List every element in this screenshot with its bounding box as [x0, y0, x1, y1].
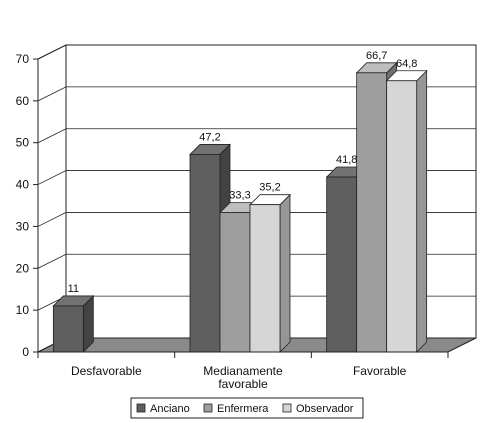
gridline [37, 44, 476, 60]
bar-anciano-0 [52, 294, 95, 353]
bar-front [219, 212, 251, 353]
value-label: 35,2 [259, 182, 280, 194]
y-tick-label: 50 [16, 136, 30, 150]
value-label: 33,3 [229, 190, 250, 202]
y-tick-label: 10 [16, 303, 30, 317]
gridline [37, 128, 476, 144]
bar-front [386, 80, 418, 353]
gridline [37, 86, 476, 102]
value-label: 11 [68, 283, 79, 295]
legend-label: Anciano [150, 403, 190, 415]
y-tick-label: 60 [16, 94, 30, 108]
x-category-label: Medianamente [203, 364, 283, 378]
bar-observador-2 [385, 69, 428, 353]
bar-observador-1 [249, 193, 291, 353]
bar-front [189, 154, 221, 353]
value-label: 64,8 [396, 58, 417, 70]
y-tick-label: 30 [16, 219, 30, 233]
y-axis: 0 10 20 30 40 50 60 70 [16, 52, 39, 359]
bar-front [52, 305, 84, 353]
legend-label: Observador [296, 403, 354, 415]
y-tick-label: 70 [16, 52, 30, 66]
legend-swatch-enfermera [203, 403, 213, 413]
legend-swatch-anciano [136, 403, 146, 413]
x-category-label: favorable [218, 377, 268, 391]
y-tick-label: 20 [16, 261, 30, 275]
legend-label: Enfermera [217, 403, 269, 415]
value-label: 47,2 [199, 131, 220, 143]
legend: Anciano Enfermera Observador [130, 397, 364, 419]
legend-swatch-observador [282, 403, 292, 413]
bars [52, 61, 428, 353]
y-tick-label: 40 [16, 178, 30, 192]
bar-front [326, 176, 358, 353]
x-category-label: Desfavorable [71, 364, 142, 378]
data-labels: 11 47,2 33,3 35,2 41,8 66,7 64,8 [68, 50, 418, 295]
x-category-label: Favorable [353, 364, 407, 378]
legend-box [130, 397, 364, 419]
value-label: 41,8 [336, 154, 357, 166]
bar-front [249, 204, 281, 353]
bar-side [416, 69, 428, 353]
bar-side [279, 193, 291, 353]
y-tick-label: 0 [22, 345, 29, 359]
bar-front [356, 72, 388, 353]
value-label: 66,7 [366, 50, 387, 62]
